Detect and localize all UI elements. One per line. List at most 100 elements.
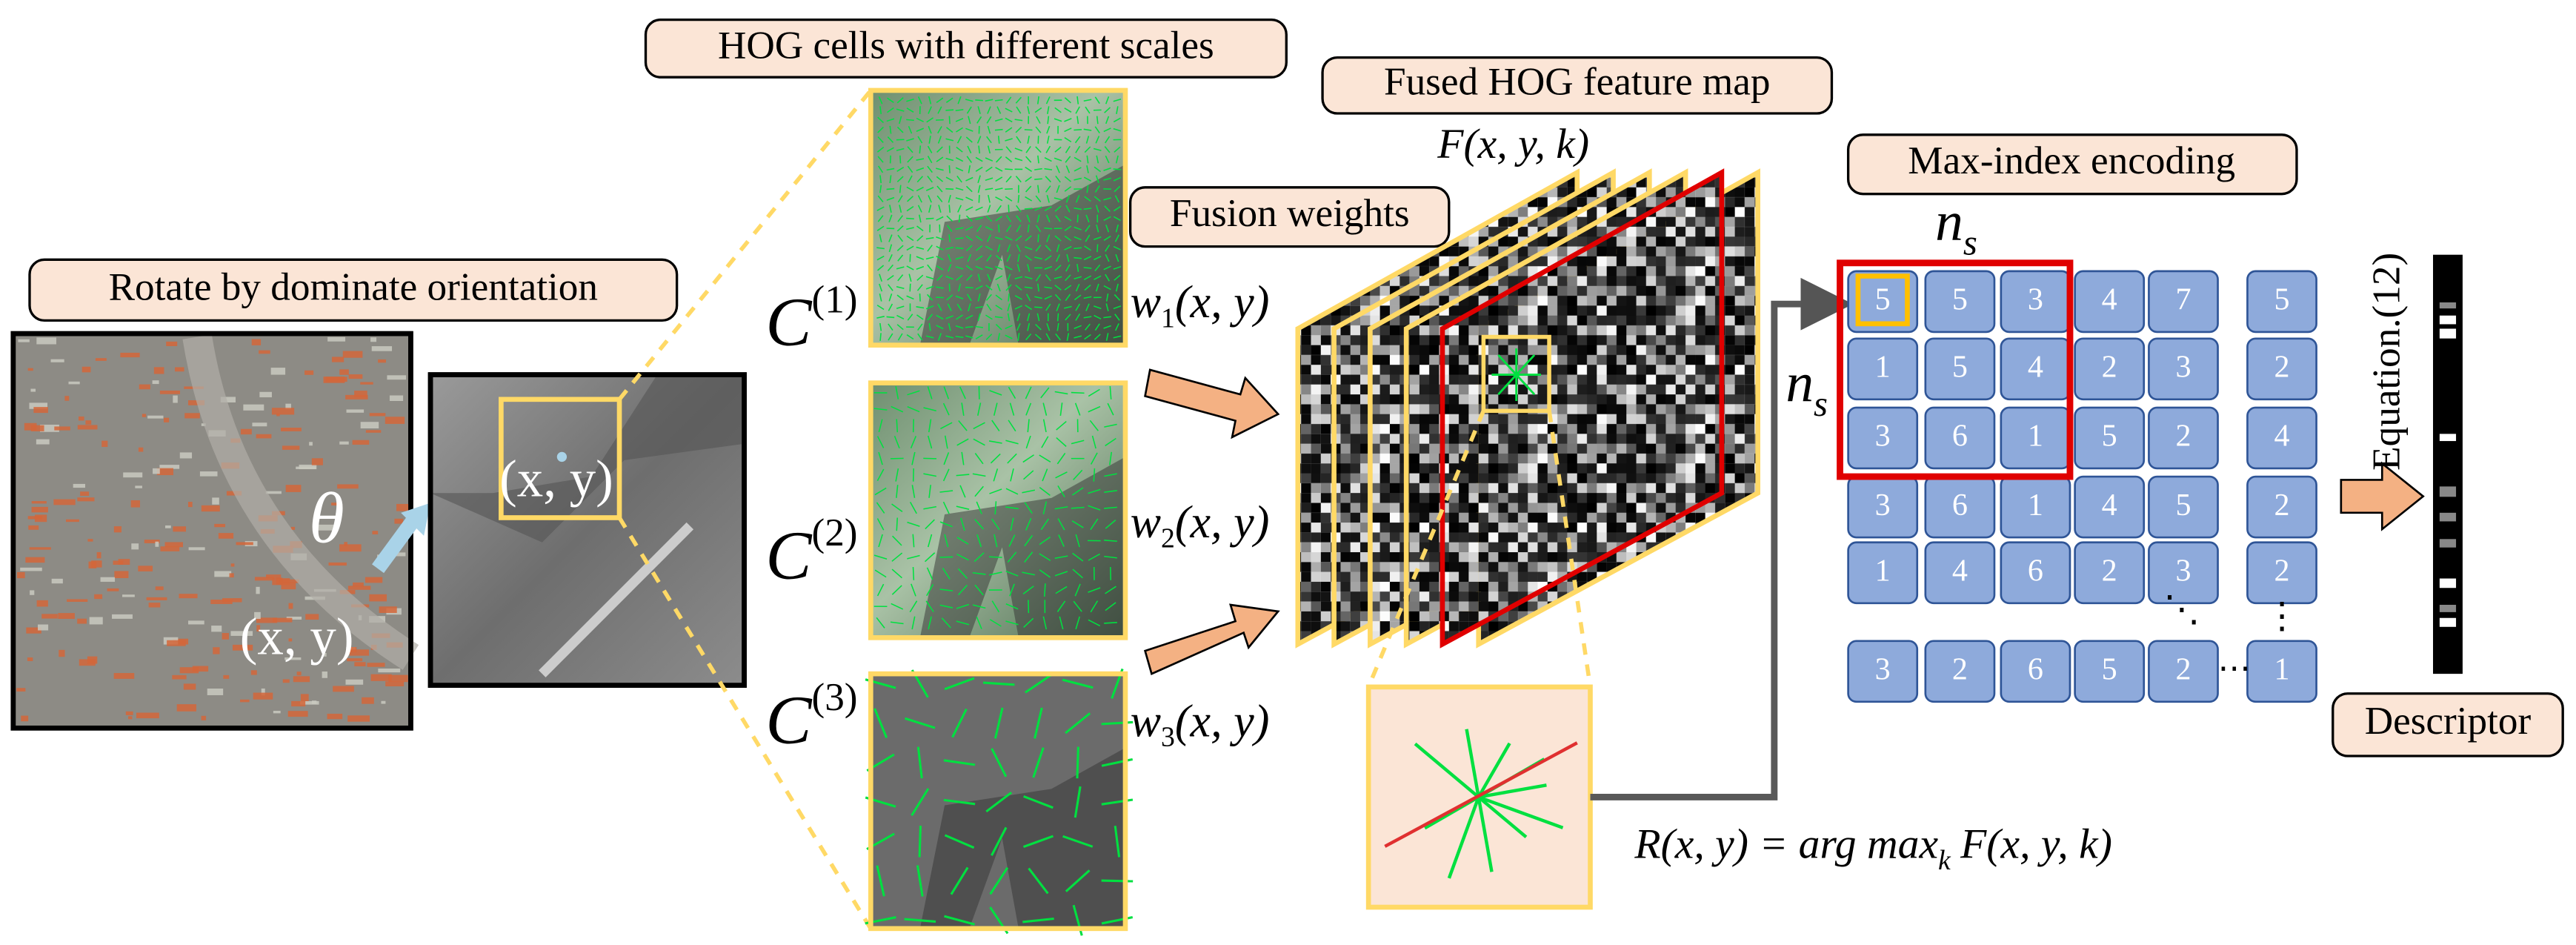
hog-vector [1008,205,1010,213]
hog-vector [1056,313,1059,322]
weight-base: w [1131,696,1161,746]
hog-vector [965,265,974,271]
hog-vector [916,167,925,171]
connector [1590,277,1854,800]
edge [385,417,405,424]
hog-vector [910,435,917,448]
hog-vector [907,554,920,560]
hog-vector [1103,285,1111,291]
hog-vector [948,116,951,125]
arrow [1143,603,1280,675]
cell-value: 4 [2102,282,2117,317]
edge [348,374,363,379]
edge [188,400,205,405]
hog-vector [887,97,894,103]
cell-value: 3 [2175,350,2191,385]
edge [53,499,76,505]
hog-vector [987,205,991,213]
hog-vector [1027,106,1031,114]
edge [325,377,347,382]
hog-vector [909,253,911,262]
hog-vector [1105,520,1116,529]
hog-vector [1056,165,1060,173]
hog-vector [994,534,998,548]
hog-vector [919,293,921,302]
edge [300,700,319,705]
edge [381,700,386,704]
hog-vector [1083,256,1092,261]
hog-vector [1094,314,1102,320]
label-box [1128,186,1451,248]
hog-vector [974,519,985,530]
hog-vector [965,235,974,242]
hog-vector [948,205,951,213]
hog-vector [1104,506,1117,509]
hog-vector [889,125,892,134]
edge [159,390,181,394]
edge [164,542,183,548]
hog-vector [927,294,933,301]
hog-vector [908,273,912,282]
hog-vector [916,176,923,183]
hog-vector [967,145,972,153]
hog-vector [917,96,922,105]
hog-vector [896,225,904,232]
hog-vector [896,97,904,104]
hog-vector [956,474,970,477]
edge [144,540,160,543]
edge [17,571,25,579]
edge [58,613,75,619]
grid-cell [1924,270,1996,334]
edge [38,624,49,631]
hog-vector [1083,275,1092,280]
edge [179,667,199,674]
hog-vector [877,265,885,271]
hog-vector [942,501,950,514]
hog-vector [879,185,882,193]
hog-vector [1017,333,1020,341]
hog-vector [941,617,951,629]
grid-cell [2148,406,2219,470]
edge [77,618,87,624]
hog-vector [1035,245,1042,252]
hog-vector [955,197,964,201]
hog-vector [1085,303,1090,311]
hog-vector [886,168,895,171]
hog-vector [997,333,1001,341]
hog-vector [974,552,985,563]
hog-vector [876,305,885,311]
hog-vector [946,215,953,222]
hog-vector [1025,145,1031,153]
zoom-line [1366,410,1485,688]
hog-vector [989,619,1002,627]
hog-vector [1065,314,1071,321]
edge [100,577,116,582]
hog-vector [917,195,922,203]
hog-vector [897,215,904,222]
cell-value: 5 [2102,652,2117,687]
hog-vector [1040,387,1050,399]
edge [270,368,286,375]
cell-value: 2 [2274,554,2289,588]
edge [349,649,370,656]
descriptor-stripe [2439,486,2457,497]
hog-vector [1034,168,1042,170]
hog-vector [906,107,914,113]
edge [254,577,275,581]
hog-vector [1057,485,1065,498]
edge [371,346,393,351]
hog-vector [975,166,983,172]
hog-vector [1035,126,1042,133]
hog-vector [1094,96,1100,105]
hog-vector [948,194,951,203]
edge [54,426,70,431]
hog-vector [958,283,962,292]
grid-cell [2246,640,2317,703]
hog-vector [948,264,952,272]
hog-vector [1037,155,1039,164]
edge [77,425,98,430]
hog-vector [916,314,924,320]
hog-vector [994,118,1003,122]
argmax-sub: k [1938,845,1951,876]
hog-vector [985,245,993,251]
